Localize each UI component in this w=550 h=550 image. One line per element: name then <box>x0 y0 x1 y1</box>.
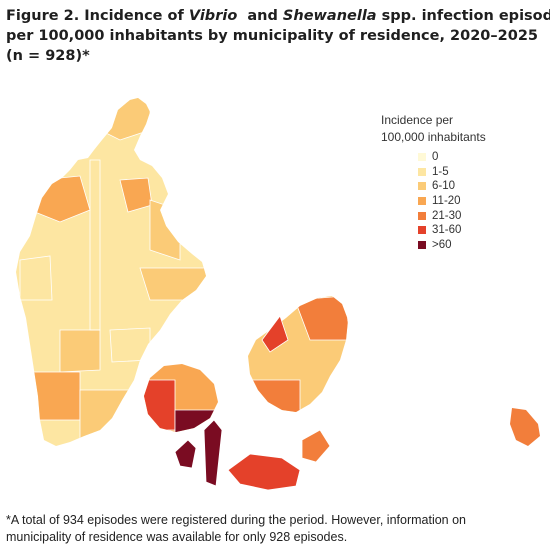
legend-title-line-1: Incidence per <box>381 113 454 127</box>
legend-swatch <box>418 167 426 176</box>
legend-item-31-60: 31-60 <box>418 223 486 238</box>
legend-item-0: 0 <box>418 150 486 165</box>
legend-item-1-5: 1-5 <box>418 165 486 180</box>
legend-item-6-10: 6-10 <box>418 179 486 194</box>
zealand-region <box>227 296 348 491</box>
legend-item-21-30: 21-30 <box>418 208 486 223</box>
footnote-line-1: *A total of 934 episodes were registered… <box>6 513 466 527</box>
title-line-3: (n = 928)* <box>6 48 90 64</box>
footnote-line-2: municipality of residence was available … <box>6 530 348 544</box>
legend-items: 0 1-5 6-10 11-20 21-30 31-60 >60 <box>418 150 486 252</box>
footnote: *A total of 934 episodes were registered… <box>6 512 546 546</box>
denmark-municipality-map <box>16 98 540 491</box>
legend-swatch <box>418 226 426 235</box>
legend-swatch <box>418 197 426 206</box>
map-legend: Incidence per 100,000 inhabitants 0 1-5 … <box>381 112 486 252</box>
legend-item-11-20: 11-20 <box>418 194 486 209</box>
bornholm-region <box>510 408 540 446</box>
figure-title: Figure 2. Incidence of Vibrio and Shewan… <box>6 6 550 66</box>
legend-swatch <box>418 182 426 191</box>
legend-title-line-2: 100,000 inhabitants <box>381 130 486 144</box>
title-line-1: Figure 2. Incidence of Vibrio and Shewan… <box>6 8 550 24</box>
fyn-region <box>144 364 223 487</box>
title-line-2: per 100,000 inhabitants by municipality … <box>6 28 538 44</box>
legend-swatch <box>418 153 426 162</box>
legend-swatch <box>418 240 426 249</box>
genus-vibrio: Vibrio <box>188 8 238 24</box>
legend-swatch <box>418 211 426 220</box>
legend-item-over-60: >60 <box>418 238 486 253</box>
jutland-region <box>16 98 206 446</box>
genus-shewanella: Shewanella <box>282 8 377 24</box>
